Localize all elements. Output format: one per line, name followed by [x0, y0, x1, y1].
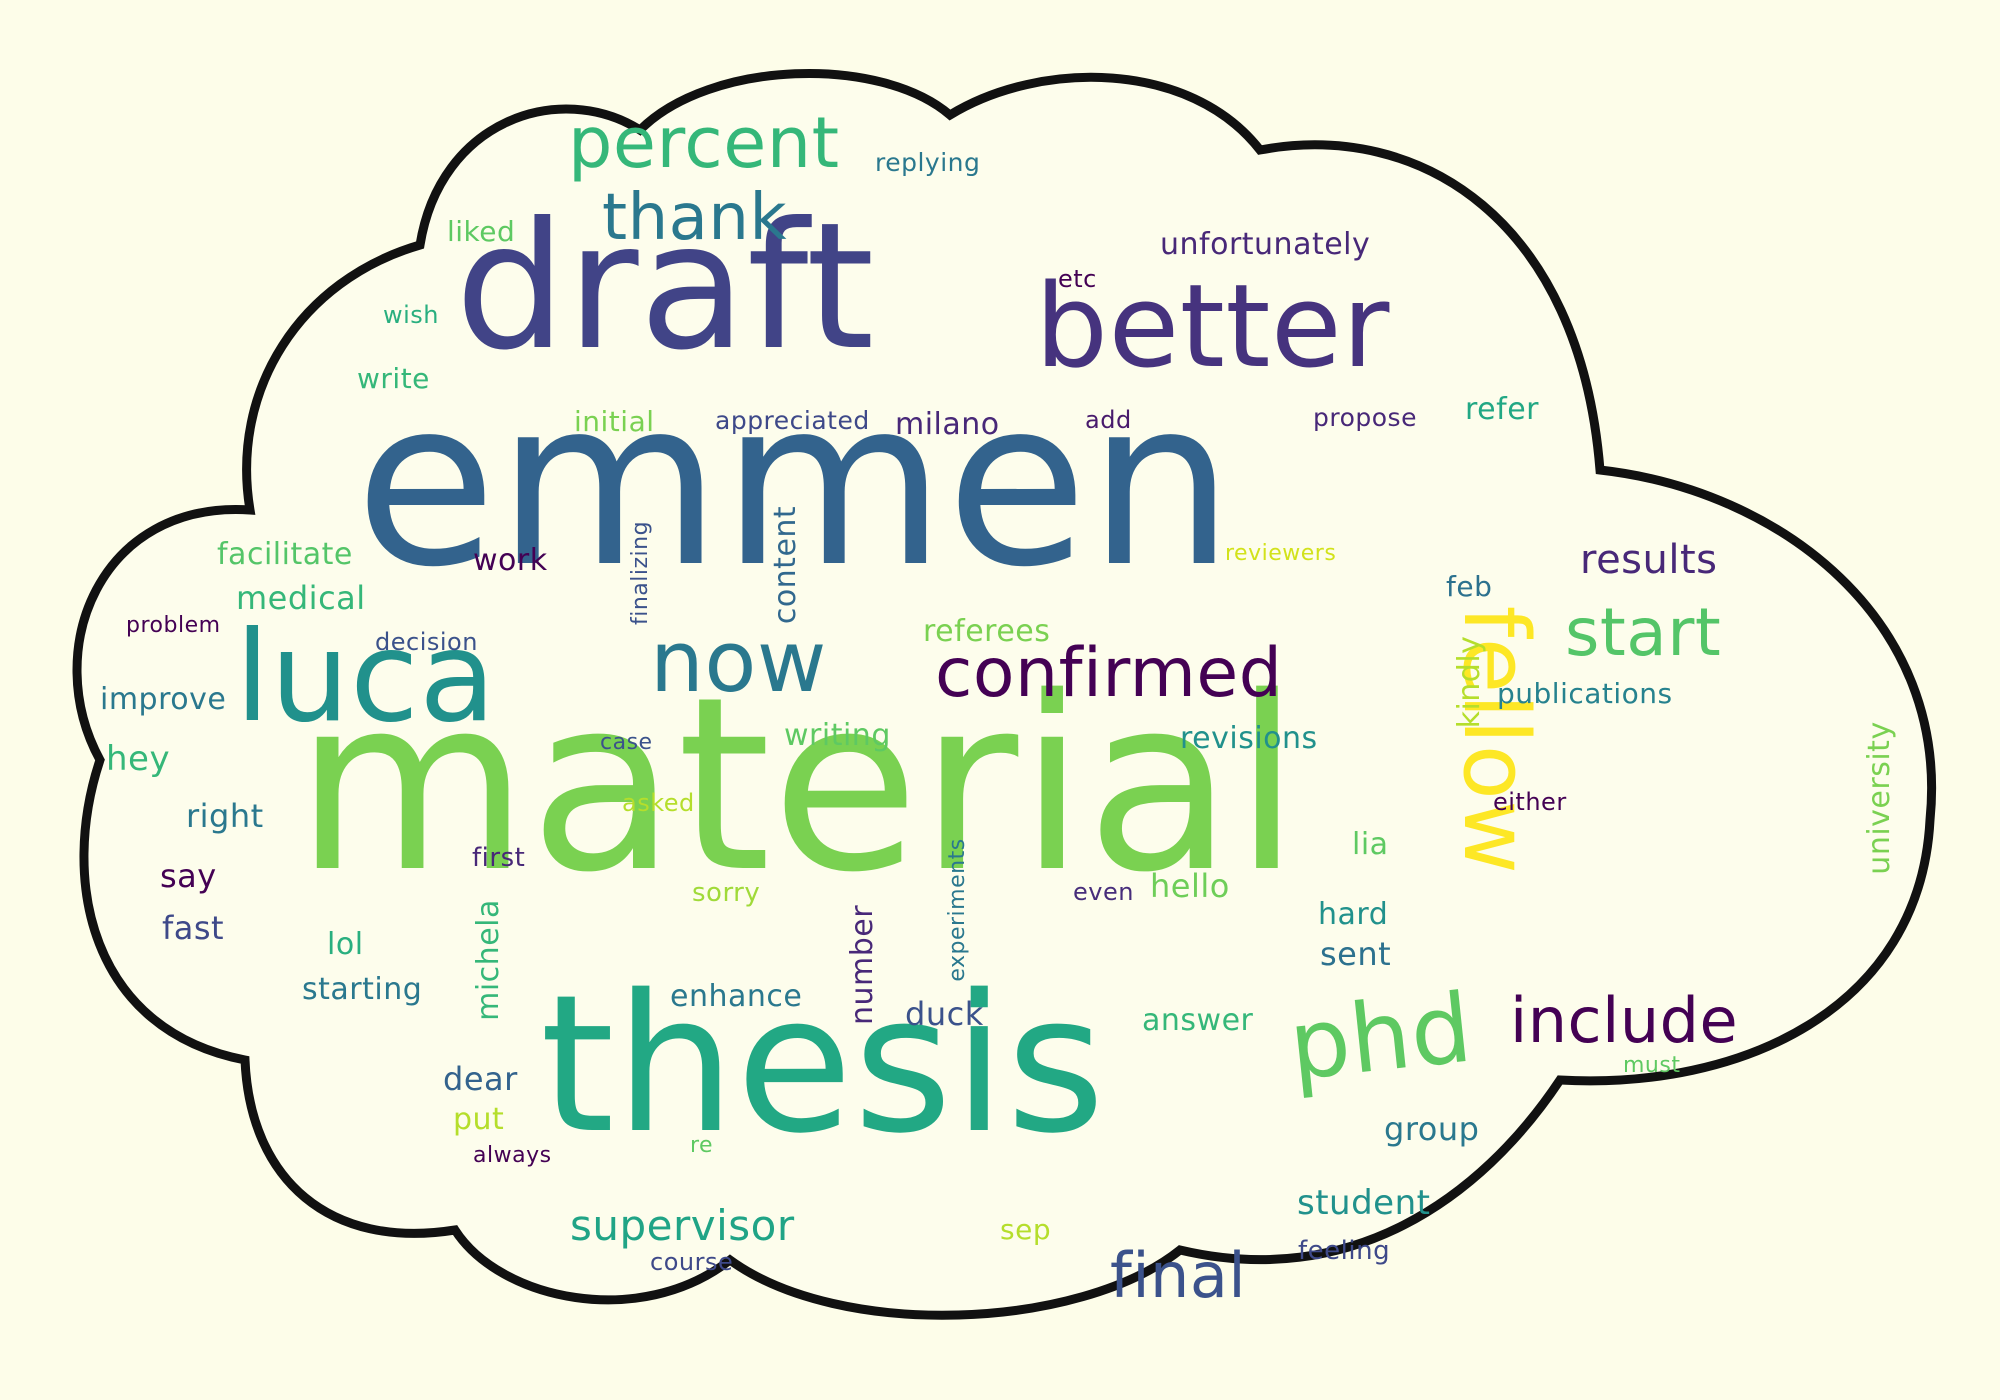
word-material: material: [295, 645, 1301, 925]
word-publications: publications: [1497, 677, 1673, 710]
word-kindly: kindly: [1452, 635, 1487, 729]
word-hello: hello: [1150, 867, 1230, 905]
word-etc: etc: [1058, 265, 1097, 293]
word-thank: thank: [602, 181, 787, 255]
word-must: must: [1623, 1053, 1681, 1078]
word-referees: referees: [923, 614, 1051, 649]
word-always: always: [473, 1143, 552, 1168]
word-student: student: [1297, 1183, 1431, 1223]
word-group: group: [1384, 1110, 1480, 1148]
word-feeling: feeling: [1298, 1236, 1391, 1266]
word-writing: writing: [784, 718, 891, 753]
word-reviewers: reviewers: [1225, 541, 1337, 566]
word-hard: hard: [1318, 897, 1389, 932]
word-milano: milano: [895, 407, 1000, 442]
word-write: write: [357, 362, 430, 395]
word-include: include: [1510, 984, 1739, 1057]
word-michela: michela: [471, 899, 506, 1021]
word-supervisor: supervisor: [570, 1201, 795, 1250]
word-sep: sep: [1000, 1213, 1052, 1246]
word-results: results: [1580, 537, 1718, 583]
word-duck: duck: [905, 995, 984, 1033]
word-replying: replying: [875, 148, 981, 177]
word-experiments: experiments: [945, 838, 970, 982]
word-revisions: revisions: [1180, 721, 1318, 756]
word-fast: fast: [162, 909, 225, 947]
cloud-outline: [72, 68, 1936, 1320]
word-decision: decision: [375, 628, 478, 656]
word-starting: starting: [302, 972, 423, 1007]
word-answer: answer: [1142, 1003, 1254, 1038]
word-case: case: [600, 730, 653, 755]
word-say: say: [160, 857, 217, 895]
word-liked: liked: [447, 215, 516, 248]
word-content: content: [768, 505, 803, 625]
word-sorry: sorry: [692, 878, 761, 908]
word-wish: wish: [383, 301, 440, 329]
word-final: final: [1110, 1239, 1247, 1312]
word-problem: problem: [126, 613, 221, 638]
word-draft: draft: [455, 186, 875, 389]
word-finalizing: finalizing: [628, 520, 653, 626]
word-improve: improve: [100, 682, 227, 717]
word-lol: lol: [327, 927, 364, 962]
word-asked: asked: [622, 789, 695, 817]
word-start: start: [1565, 594, 1722, 671]
word-sent: sent: [1320, 935, 1392, 973]
word-work: work: [473, 543, 548, 578]
word-unfortunately: unfortunately: [1160, 227, 1371, 262]
word-re: re: [690, 1133, 714, 1158]
word-appreciated: appreciated: [715, 406, 870, 435]
word-feb: feb: [1446, 570, 1493, 603]
word-first: first: [472, 843, 526, 873]
word-enhance: enhance: [670, 979, 803, 1014]
word-course: course: [650, 1248, 734, 1276]
word-hey: hey: [106, 739, 171, 779]
word-number: number: [845, 904, 880, 1026]
word-right: right: [186, 797, 264, 835]
word-luca: luca: [235, 605, 497, 750]
word-lia: lia: [1352, 827, 1389, 862]
word-put: put: [453, 1102, 505, 1137]
word-confirmed: confirmed: [935, 634, 1283, 713]
word-percent: percent: [568, 102, 840, 184]
word-either: either: [1493, 788, 1567, 816]
word-propose: propose: [1313, 403, 1417, 432]
word-add: add: [1085, 406, 1132, 434]
word-medical: medical: [236, 579, 366, 617]
word-refer: refer: [1465, 392, 1539, 427]
word-university: university: [1862, 721, 1897, 875]
word-dear: dear: [443, 1060, 518, 1098]
word-better: better: [1035, 260, 1390, 394]
word-phd: phd: [1284, 973, 1478, 1102]
word-facilitate: facilitate: [217, 537, 353, 572]
word-even: even: [1073, 878, 1134, 906]
word-initial: initial: [574, 405, 655, 438]
word-emmen: emmen: [355, 351, 1235, 618]
word-thesis: thesis: [540, 954, 1106, 1175]
word-now: now: [650, 613, 827, 712]
